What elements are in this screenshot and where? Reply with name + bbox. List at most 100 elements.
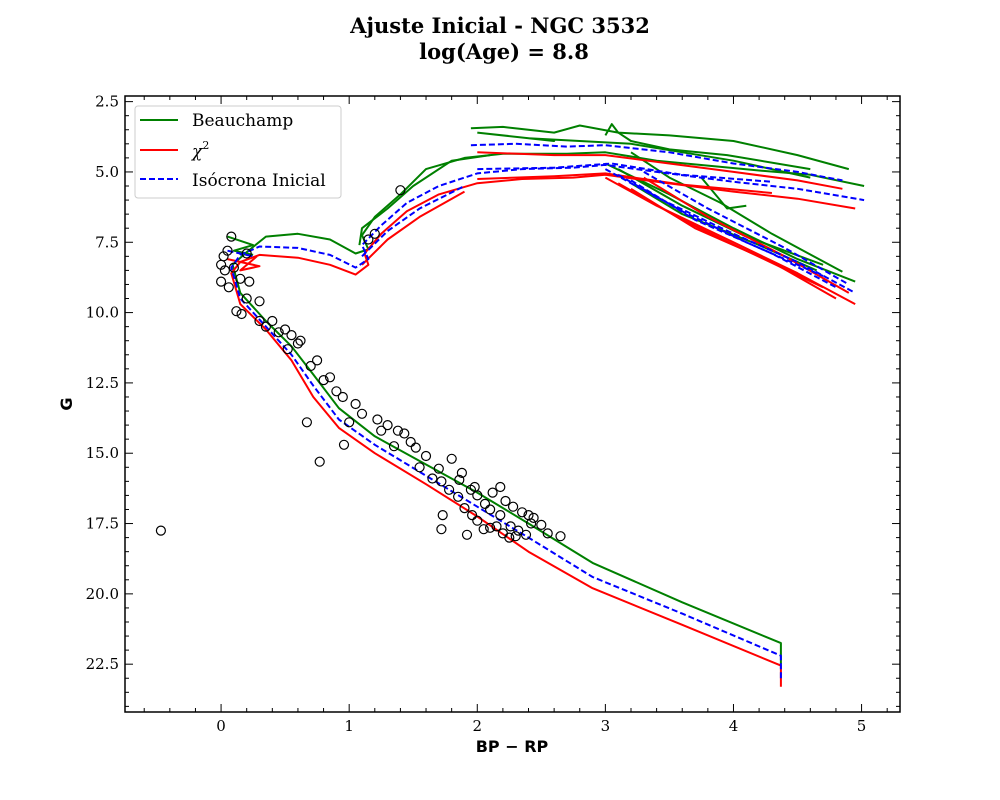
star-point xyxy=(414,462,425,473)
star-point xyxy=(513,525,524,536)
star-point xyxy=(295,335,306,346)
legend-label-chi2-main: χ xyxy=(191,142,204,162)
star-point xyxy=(459,503,470,514)
series-0-branch-9 xyxy=(630,151,843,273)
series-2-branch-1 xyxy=(361,185,465,258)
star-point xyxy=(260,321,271,332)
star-point xyxy=(485,504,496,515)
star-point xyxy=(437,509,448,521)
star-point xyxy=(405,436,416,448)
star-point xyxy=(267,315,278,327)
star-point xyxy=(495,481,506,493)
isochrone-lines xyxy=(227,123,865,687)
star-point xyxy=(363,234,374,245)
star-point xyxy=(228,262,239,273)
star-point xyxy=(372,414,383,425)
star-point xyxy=(410,442,421,453)
star-point xyxy=(485,522,496,533)
star-point xyxy=(542,528,553,539)
star-point xyxy=(491,521,502,532)
star-point xyxy=(338,439,350,450)
y-tick-label: 20.0 xyxy=(86,585,119,603)
series-1-branch-2 xyxy=(227,255,261,272)
star-point xyxy=(427,473,438,484)
star-point xyxy=(223,282,234,293)
x-tick-label: 2 xyxy=(472,717,482,735)
star-point xyxy=(282,344,293,355)
star-point xyxy=(507,501,519,512)
x-tick-label: 3 xyxy=(601,717,611,735)
legend-label-beauchamp: Beauchamp xyxy=(192,111,293,131)
star-point xyxy=(436,476,447,487)
star-point xyxy=(487,487,498,498)
star-point xyxy=(510,531,521,542)
star-point xyxy=(456,467,467,478)
star-point xyxy=(241,293,252,304)
star-point xyxy=(505,521,516,532)
series-1-branch-1 xyxy=(361,190,465,266)
star-point xyxy=(433,463,444,474)
star-point xyxy=(453,491,464,502)
chart-title: Ajuste Inicial - NGC 3532 xyxy=(349,13,650,38)
series-0-branch-6 xyxy=(604,162,856,283)
star-point xyxy=(376,425,387,436)
x-tick-label: 5 xyxy=(857,717,867,735)
star-point xyxy=(495,509,506,521)
star-point xyxy=(254,296,265,307)
series-1-branch-7 xyxy=(630,187,837,300)
star-point xyxy=(318,375,329,386)
series-0-branch-1 xyxy=(358,154,491,246)
star-point xyxy=(420,450,432,462)
series-0-branch-0 xyxy=(231,151,865,665)
star-point xyxy=(226,231,237,242)
legend-label-isocrona: Isócrona Inicial xyxy=(192,171,326,191)
series-2-branch-8 xyxy=(643,171,850,286)
series-0-branch-4 xyxy=(604,123,811,171)
star-point xyxy=(472,515,483,526)
star-point xyxy=(301,417,312,428)
y-tick-label: 5.0 xyxy=(95,163,119,181)
star-point xyxy=(231,306,242,317)
star-point xyxy=(504,532,515,543)
legend-label-chi2-sup: 2 xyxy=(202,139,209,152)
star-point xyxy=(446,453,457,464)
y-tick-label: 10.0 xyxy=(86,304,119,322)
plot-frame xyxy=(124,95,901,713)
star-point xyxy=(292,338,303,349)
star-point xyxy=(454,474,465,485)
star-point xyxy=(399,428,410,439)
legend: Beauchamp χ2 Isócrona Inicial xyxy=(134,105,342,199)
star-point xyxy=(331,386,342,397)
star-point xyxy=(520,529,532,540)
star-point xyxy=(280,324,291,335)
series-1-branch-4 xyxy=(477,172,772,194)
y-tick-label: 2.5 xyxy=(95,93,119,111)
star-point xyxy=(444,484,455,495)
star-point xyxy=(350,398,361,410)
series-2-branch-0 xyxy=(230,163,865,679)
star-point xyxy=(369,228,380,239)
legend-label-chi2: χ2 xyxy=(191,139,209,162)
star-point xyxy=(241,248,252,259)
star-point xyxy=(244,276,255,287)
star-point xyxy=(337,391,348,403)
series-0-branch-5 xyxy=(477,131,811,179)
series-2-branch-7 xyxy=(630,179,837,289)
star-point xyxy=(356,408,368,419)
star-point xyxy=(555,531,566,542)
y-tick-label: 7.5 xyxy=(95,233,119,251)
series-2-branch-4 xyxy=(477,162,772,183)
y-tick-label: 12.5 xyxy=(86,374,119,392)
star-point xyxy=(467,509,478,521)
star-point xyxy=(324,372,336,383)
star-point xyxy=(254,315,265,327)
star-point xyxy=(273,327,284,338)
star-point xyxy=(388,441,400,452)
star-point xyxy=(382,420,393,431)
x-tick-label: 0 xyxy=(216,717,226,735)
star-point xyxy=(528,512,539,524)
star-point xyxy=(395,185,406,196)
series-1-branch-3 xyxy=(477,151,843,190)
series-2-branch-3 xyxy=(470,142,843,182)
star-point xyxy=(155,525,166,536)
